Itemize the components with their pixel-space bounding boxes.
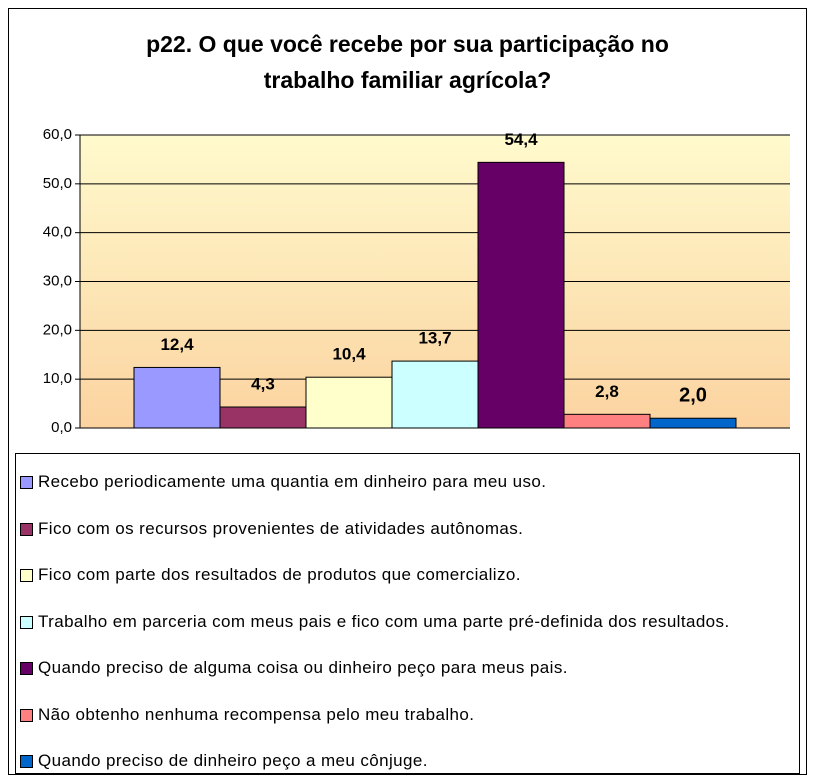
legend-swatch	[20, 569, 33, 582]
legend-item: Não obtenho nenhuma recompensa pelo meu …	[20, 704, 800, 726]
y-tick-label: 50,0	[43, 175, 72, 192]
legend-label: Recebo periodicamente uma quantia em din…	[38, 472, 547, 491]
y-tick-label: 30,0	[43, 272, 72, 289]
data-label: 4,3	[251, 374, 275, 393]
legend-item: Fico com os recursos provenientes de ati…	[20, 518, 800, 540]
y-tick-label: 40,0	[43, 224, 72, 241]
legend-label: Quando preciso de alguma coisa ou dinhei…	[38, 658, 568, 677]
legend-item: Recebo periodicamente uma quantia em din…	[20, 471, 800, 493]
chart-title: p22. O que você recebe por sua participa…	[146, 31, 669, 93]
legend-item: Fico com parte dos resultados de produto…	[20, 564, 800, 586]
bar	[219, 406, 307, 429]
legend-label: Não obtenho nenhuma recompensa pelo meu …	[38, 704, 475, 724]
bar	[133, 366, 221, 429]
legend-item: Quando preciso de dinheiro peço a meu cô…	[20, 750, 800, 772]
y-tick-label: 0,0	[51, 419, 72, 436]
bar	[305, 376, 393, 429]
legend-item: Quando preciso de alguma coisa ou dinhei…	[20, 657, 800, 679]
y-tick-label: 60,0	[43, 126, 72, 143]
legend-swatch	[20, 522, 33, 536]
legend-label: Fico com parte dos resultados de produto…	[38, 565, 521, 584]
data-label: 2,8	[595, 382, 619, 401]
legend-swatch	[20, 708, 33, 722]
data-label: 13,7	[418, 329, 451, 348]
data-label: 12,4	[160, 335, 194, 354]
data-label: 54,4	[504, 130, 538, 149]
legend-swatch	[20, 755, 33, 768]
bar	[649, 417, 737, 429]
data-label: 2,0	[679, 385, 707, 407]
bar	[391, 360, 479, 429]
legend-swatch	[20, 615, 33, 629]
bar	[563, 413, 651, 429]
legend-label: Trabalho em parceria com meus pais e fic…	[38, 611, 730, 631]
legend-label: Fico com os recursos provenientes de ati…	[38, 518, 524, 538]
y-tick-label: 10,0	[43, 370, 72, 387]
y-tick-label: 20,0	[43, 321, 72, 338]
data-label: 10,4	[332, 345, 366, 364]
legend-border	[15, 453, 800, 774]
marks: 0,0 10,0 20,0 30,0 40,0 50,0 60,0 12,4 4,3 10,4 13…	[43, 126, 790, 436]
legend-item: Trabalho em parceria com meus pais e fic…	[20, 611, 800, 633]
bar	[477, 161, 565, 429]
legend-swatch	[20, 662, 33, 675]
legend-label: Quando preciso de dinheiro peço a meu cô…	[38, 751, 428, 770]
legend-swatch	[20, 476, 33, 489]
